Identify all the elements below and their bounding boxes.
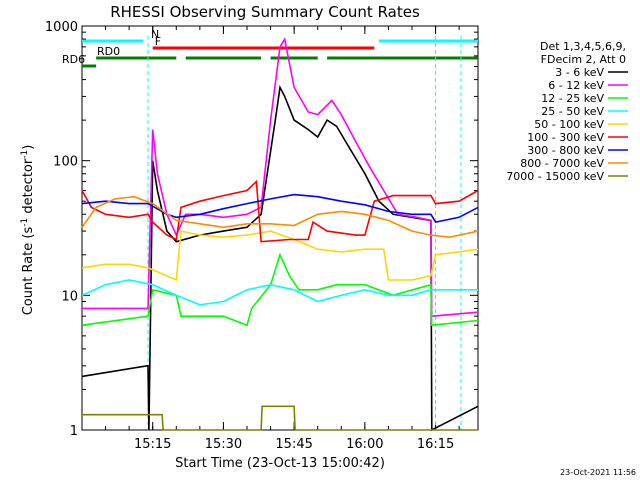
y-tick-label: 1 <box>70 424 78 439</box>
generation-timestamp: 23-Oct-2021 11:56 <box>560 468 636 477</box>
legend-header: FDecim 2, Att 0 <box>541 53 626 66</box>
x-tick-label: 16:15 <box>417 437 454 452</box>
legend-entry: 800 - 7000 keV <box>520 157 604 170</box>
y-axis-label: Count Rate (s-1 detector-1) <box>20 145 36 316</box>
y-tick-label: 10 <box>61 289 78 304</box>
legend-entry: 100 - 300 keV <box>527 131 604 144</box>
mode-label-rd6: RD6 <box>62 53 85 66</box>
legend: Det 1,3,4,5,6,9,FDecim 2, Att 03 - 6 keV… <box>506 40 628 183</box>
plot-area <box>81 25 479 431</box>
legend-entry: 25 - 50 keV <box>541 105 604 118</box>
x-tick-label: 15:30 <box>205 437 242 452</box>
series-line-25-50keV <box>81 279 478 306</box>
mode-label-n: N <box>151 28 159 41</box>
series-line-6-12keV <box>82 36 479 318</box>
plot-frame <box>81 25 479 431</box>
series-line-7000-15000keV <box>82 405 478 431</box>
legend-entry: 300 - 800 keV <box>527 144 604 157</box>
series-line-300-800keV <box>81 193 479 223</box>
mode-label-rd0: RD0 <box>97 45 120 58</box>
mode-label-f: F <box>155 35 161 48</box>
chart-title: RHESSI Observing Summary Count Rates <box>110 3 420 21</box>
axis-ticks: 15:15 15:30 15:45 16:00 16:15 1 10 100 1000 <box>45 20 478 452</box>
series-line-100-300keV <box>81 179 479 243</box>
x-tick-label: 15:45 <box>275 437 312 452</box>
x-tick-label: 15:15 <box>134 437 171 452</box>
y-tick-label: 100 <box>53 155 78 170</box>
observing-mode-bars: NF RD0 RD6 <box>62 28 478 430</box>
legend-entry: 6 - 12 keV <box>548 79 604 92</box>
legend-entry: 12 - 25 keV <box>541 92 604 105</box>
series-line-3-6keV <box>81 84 479 432</box>
legend-entry: 3 - 6 keV <box>555 66 604 79</box>
legend-header: Det 1,3,4,5,6,9, <box>540 40 626 53</box>
legend-entry: 50 - 100 keV <box>534 118 604 131</box>
legend-entry: 7000 - 15000 keV <box>506 170 604 183</box>
series-line-12-25keV <box>81 252 479 327</box>
series-lines <box>81 36 479 432</box>
x-tick-label: 16:00 <box>346 437 383 452</box>
series-line-800-7000keV <box>81 195 479 239</box>
y-tick-label: 1000 <box>45 20 78 35</box>
x-axis-label: Start Time (23-Oct-13 15:00:42) <box>175 456 385 471</box>
